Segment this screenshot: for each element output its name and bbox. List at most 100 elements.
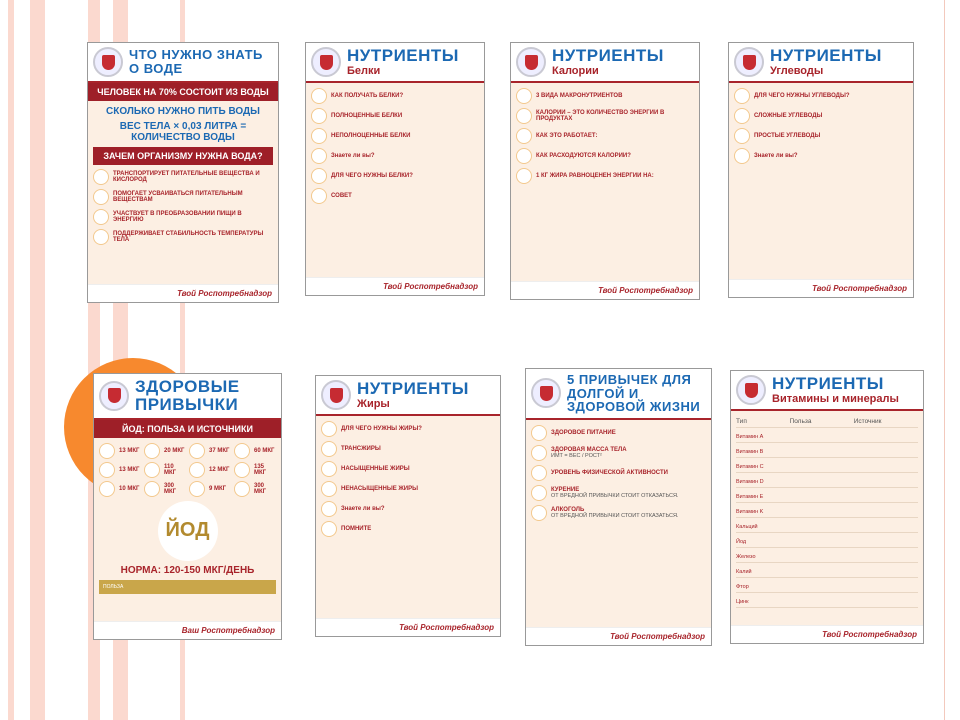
nutrient-type: Фтор <box>736 584 749 590</box>
dose-label: 9 МКГ <box>209 485 227 492</box>
poster-vitamins[interactable]: НУТРИЕНТЫ Витамины и минералы Тип Польза Ист… <box>730 370 924 644</box>
poster-highlight: СКОЛЬКО НУЖНО ПИТЬ ВОДЫ <box>106 106 260 117</box>
illustration-icon <box>516 168 532 184</box>
shield-icon <box>107 388 121 404</box>
nutrient-type: Витамин D <box>736 479 764 485</box>
shield-icon <box>744 382 758 398</box>
item-label: ЗДОРОВАЯ МАССА ТЕЛА <box>551 446 627 453</box>
poster-subtitle: Витамины и минералы <box>772 392 899 405</box>
table-row: Калий <box>736 567 918 578</box>
illustration-icon <box>311 88 327 104</box>
poster-title: НУТРИЕНТЫ <box>552 46 664 66</box>
dose-label: 300 МКГ <box>254 482 267 495</box>
nutrient-type: Железо <box>736 554 756 560</box>
item-text: ДЛЯ ЧЕГО НУЖНЫ БЕЛКИ? <box>331 173 413 179</box>
food-icon <box>144 480 160 497</box>
illustration-icon <box>311 188 327 204</box>
illustration-icon <box>321 501 337 517</box>
illustration-icon <box>531 424 547 441</box>
nutrient-type: Йод <box>736 539 747 545</box>
poster-header: НУТРИЕНТЫ Калории <box>511 43 699 83</box>
poster-header: ЧТО НУЖНО ЗНАТЬ О ВОДЕ <box>88 43 278 83</box>
item-text: ПРОСТЫЕ УГЛЕВОДЫ <box>754 133 820 139</box>
table-row: Кальций <box>736 522 918 533</box>
column-header: Источник <box>853 418 882 425</box>
poster-subtitle: Калории <box>552 64 599 77</box>
table-row: Витамин B <box>736 447 918 458</box>
item-text: НАСЫЩЕННЫЕ ЖИРЫ <box>341 466 410 472</box>
item-text: АЛКОГОЛЬ ОТ ВРЕДНОЙ ПРИВЫЧКИ СТОИТ ОТКАЗА… <box>551 507 678 519</box>
food-icon <box>234 442 250 459</box>
item-text: КУРЕНИЕ ОТ ВРЕДНОЙ ПРИВЫЧКИ СТОИТ ОТКАЗАТ… <box>551 487 678 499</box>
poster-item: ПОЛНОЦЕННЫЕ БЕЛКИ <box>311 108 479 124</box>
item-label: СЛОЖНЫЕ УГЛЕВОДЫ <box>754 113 823 119</box>
item-text: УЧАСТВУЕТ В ПРЕОБРАЗОВАНИИ ПИЩИ В ЭНЕРГИ… <box>113 211 273 223</box>
item-text: КАК ЭТО РАБОТАЕТ: <box>536 133 597 139</box>
norm-label: НОРМА: 120-150 МКГ/ДЕНЬ <box>120 564 255 576</box>
dose-label: 110 МКГ <box>164 463 177 476</box>
poster-proteins[interactable]: НУТРИЕНТЫ Белки КАК ПОЛУЧАТЬ БЕЛКИ? ПОЛНОЦЕ… <box>305 42 485 296</box>
benefit-cell <box>790 509 854 515</box>
shield-icon <box>329 387 343 403</box>
poster-carbs[interactable]: НУТРИЕНТЫ Углеводы ДЛЯ ЧЕГО НУЖНЫ УГЛЕВОДЫ… <box>728 42 914 298</box>
iodine-sources: 13 МКГ 20 МКГ 37 МКГ 60 МКГ 13 МКГ 110 МКГ 12 … <box>99 442 276 497</box>
poster-habits[interactable]: ЗДОРОВЫЕ ПРИВЫЧКИ ЙОД: ПОЛЬЗА И ИСТОЧНИКИ… <box>93 373 282 640</box>
poster-banner: ЙОД: ПОЛЬЗА И ИСТОЧНИКИ <box>94 419 281 438</box>
illustration-icon <box>516 148 532 164</box>
poster-footer: Твой Роспотребнадзор <box>731 625 923 643</box>
item-text: ПОМНИТЕ <box>341 526 371 532</box>
source-cell <box>854 584 918 590</box>
poster-fats[interactable]: НУТРИЕНТЫ Жиры ДЛЯ ЧЕГО НУЖНЫ ЖИРЫ? ТРАНСЖИ… <box>315 375 501 637</box>
poster-item: ТРАНСПОРТИРУЕТ ПИТАТЕЛЬНЫЕ ВЕЩЕСТВА И КИ… <box>93 169 273 185</box>
illustration-icon <box>321 441 337 457</box>
illustration-icon <box>531 484 547 501</box>
dose-label: 13 МКГ <box>119 466 140 473</box>
item-label: УЧАСТВУЕТ В ПРЕОБРАЗОВАНИИ ПИЩИ В ЭНЕРГИ… <box>113 211 242 223</box>
table-row: Витамин D <box>736 477 918 488</box>
title-group: НУТРИЕНТЫ Калории <box>552 47 664 77</box>
item-label: ДЛЯ ЧЕГО НУЖНЫ УГЛЕВОДЫ? <box>754 93 850 99</box>
illustration-icon <box>516 128 532 144</box>
shield-icon <box>101 54 115 70</box>
item-label: ПОМОГАЕТ УСВАИВАТЬСЯ ПИТАТЕЛЬНЫМ ВЕЩЕСТВ… <box>113 191 243 203</box>
poster-footer: Ваш Роспотребнадзор <box>94 621 281 639</box>
poster-highlight: ВЕС ТЕЛА × 0,03 ЛИТРА = КОЛИЧЕСТВО ВОДЫ <box>119 121 247 143</box>
item-label: НАСЫЩЕННЫЕ ЖИРЫ <box>341 466 410 472</box>
iodine-center: ЙОД <box>157 500 218 561</box>
nutrient-type: Витамин E <box>736 494 764 500</box>
food-icon <box>189 480 205 497</box>
poster-item: Знаете ли вы? <box>321 501 495 517</box>
poster-item: КАК ЭТО РАБОТАЕТ: <box>516 128 694 144</box>
nutrient-type: Витамин C <box>736 464 764 470</box>
item-text: 1 КГ ЖИРА РАВНОЦЕНЕН ЭНЕРГИИ НА: <box>536 173 654 179</box>
table-row: Витамин K <box>736 507 918 518</box>
item-text: СОВЕТ <box>331 193 352 199</box>
poster-title: НУТРИЕНТЫ <box>357 379 469 399</box>
poster-header: НУТРИЕНТЫ Белки <box>306 43 484 83</box>
poster-water[interactable]: ЧТО НУЖНО ЗНАТЬ О ВОДЕ ЧЕЛОВЕК НА 70% СОС… <box>87 42 279 303</box>
item-label: Знаете ли вы? <box>331 153 375 159</box>
item-label: ПОЛНОЦЕННЫЕ БЕЛКИ <box>331 113 403 119</box>
poster-footer: Твой Роспотребнадзор <box>729 279 913 297</box>
food-icon <box>144 442 160 459</box>
item-text: ПОМОГАЕТ УСВАИВАТЬСЯ ПИТАТЕЛЬНЫМ ВЕЩЕСТВ… <box>113 191 273 203</box>
poster-five-habits[interactable]: 5 ПРИВЫЧЕК ДЛЯ ДОЛГОЙ И ЗДОРОВОЙ ЖИЗНИ ЗД… <box>525 368 712 646</box>
poster-body: ЗДОРОВОЕ ПИТАНИЕ ЗДОРОВАЯ МАССА ТЕЛА ИМТ =… <box>526 420 711 627</box>
poster-footer: Твой Роспотребнадзор <box>526 627 711 645</box>
poster-item: НЕПОЛНОЦЕННЫЕ БЕЛКИ <box>311 128 479 144</box>
item-label: Знаете ли вы? <box>754 153 798 159</box>
item-text: ЗДОРОВОЕ ПИТАНИЕ <box>551 430 616 436</box>
source-item: 20 МКГ <box>144 442 186 459</box>
table-row: Железо <box>736 552 918 563</box>
item-label: ЗДОРОВОЕ ПИТАНИЕ <box>551 429 616 436</box>
poster-item: ЗДОРОВОЕ ПИТАНИЕ <box>531 424 706 441</box>
item-label: ДЛЯ ЧЕГО НУЖНЫ ЖИРЫ? <box>341 426 422 432</box>
background-stripe <box>8 0 14 720</box>
poster-body: СКОЛЬКО НУЖНО ПИТЬ ВОДЫ ВЕС ТЕЛА × 0,03 Л… <box>88 101 278 284</box>
poster-footer: Твой Роспотребнадзор <box>88 284 278 302</box>
item-label: 3 ВИДА МАКРОНУТРИЕНТОВ <box>536 93 623 99</box>
poster-calories[interactable]: НУТРИЕНТЫ Калории 3 ВИДА МАКРОНУТРИЕНТОВ КА… <box>510 42 700 300</box>
item-label: ДЛЯ ЧЕГО НУЖНЫ БЕЛКИ? <box>331 173 413 179</box>
item-text: НЕНАСЫЩЕННЫЕ ЖИРЫ <box>341 486 418 492</box>
rospotrebnadzor-logo-icon <box>531 378 561 409</box>
